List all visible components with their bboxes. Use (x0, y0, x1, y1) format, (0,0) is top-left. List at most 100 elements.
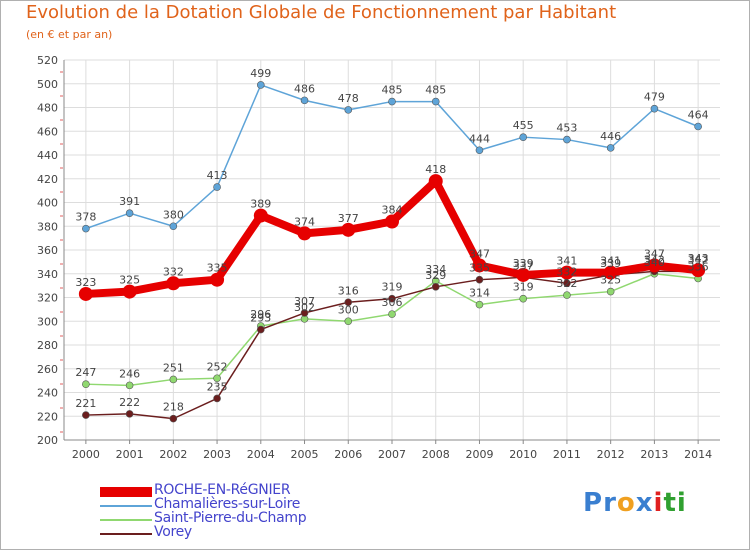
y-tick-label: 360 (37, 244, 58, 257)
data-label: 413 (207, 169, 228, 182)
data-label: 329 (425, 269, 446, 282)
data-point (213, 394, 221, 403)
legend-swatch (100, 505, 152, 507)
data-label: 221 (75, 397, 96, 410)
y-tick-label: 400 (37, 197, 58, 210)
data-label: 342 (644, 253, 665, 266)
data-point (428, 174, 443, 189)
data-label: 380 (163, 208, 184, 221)
data-point (169, 414, 178, 423)
series-chamali-res-sur-loire (82, 81, 702, 233)
data-label: 485 (425, 84, 446, 97)
data-point (125, 209, 134, 217)
data-label: 464 (688, 109, 709, 122)
y-tick-label: 520 (37, 54, 58, 67)
x-tick-label: 2006 (334, 448, 362, 461)
data-point (125, 410, 134, 418)
data-label: 485 (382, 84, 403, 97)
x-tick-label: 2004 (247, 448, 275, 461)
data-label: 343 (688, 252, 709, 265)
data-point (603, 265, 618, 280)
data-label: 341 (556, 255, 577, 268)
data-point (475, 275, 484, 284)
x-tick-label: 2013 (640, 448, 668, 461)
y-tick-label: 320 (37, 292, 58, 305)
data-label: 307 (294, 295, 315, 308)
legend-swatch (100, 487, 152, 497)
data-label: 247 (75, 366, 96, 379)
data-label: 336 (688, 261, 709, 274)
y-tick-label: 460 (37, 125, 58, 138)
data-label: 325 (119, 274, 140, 287)
legend-swatch (100, 519, 152, 521)
data-label: 499 (250, 67, 271, 80)
data-label: 252 (207, 360, 228, 373)
data-point (563, 279, 571, 288)
data-label: 335 (469, 262, 490, 275)
x-tick-label: 2011 (553, 448, 581, 461)
data-label: 319 (513, 281, 534, 294)
data-label: 455 (513, 119, 534, 132)
data-point (475, 146, 484, 155)
data-label: 296 (250, 308, 271, 321)
data-point (297, 226, 312, 241)
data-label: 302 (294, 301, 315, 314)
x-tick-label: 2010 (509, 448, 537, 461)
data-point (431, 283, 440, 291)
data-label: 251 (163, 361, 184, 374)
data-label: 374 (294, 215, 315, 228)
data-label: 340 (644, 256, 665, 269)
data-label: 479 (644, 91, 665, 104)
data-point (213, 183, 221, 191)
data-point (431, 97, 440, 106)
legend-label: Saint-Pierre-du-Champ (154, 510, 307, 526)
y-tick-label: 420 (37, 173, 58, 186)
data-point (82, 411, 90, 419)
data-label: 218 (163, 401, 184, 414)
data-label: 316 (338, 284, 359, 297)
x-tick-label: 2012 (597, 448, 625, 461)
chart-subtitle: (en € et par an) (26, 28, 113, 41)
data-label: 335 (207, 262, 228, 275)
legend-label: ROCHE-EN-RéGNIER (154, 482, 291, 498)
data-label: 341 (600, 255, 621, 268)
x-tick-label: 2005 (291, 448, 319, 461)
y-tick-label: 480 (37, 102, 58, 115)
data-point (253, 208, 268, 223)
data-label: 444 (469, 132, 490, 145)
data-label: 446 (600, 130, 621, 143)
data-label: 339 (513, 257, 534, 270)
x-tick-label: 2003 (203, 448, 231, 461)
data-point (210, 272, 225, 287)
data-label: 325 (600, 274, 621, 287)
x-tick-label: 2014 (684, 448, 712, 461)
data-label: 418 (425, 163, 446, 176)
legend-swatch (100, 533, 152, 535)
legend-label: Chamalières-sur-Loire (154, 496, 301, 512)
y-tick-label: 340 (37, 268, 58, 281)
data-point (78, 286, 93, 301)
data-point (694, 122, 702, 131)
data-label: 293 (250, 312, 271, 325)
data-point (388, 294, 396, 303)
data-label: 486 (294, 82, 315, 95)
data-label: 347 (644, 247, 665, 260)
data-point (344, 298, 353, 307)
x-tick-label: 2001 (116, 448, 144, 461)
data-point (166, 276, 181, 291)
data-point (122, 284, 137, 299)
x-tick-label: 2007 (378, 448, 406, 461)
data-label: 314 (469, 287, 490, 300)
data-label: 391 (119, 195, 140, 208)
data-point (519, 133, 528, 141)
data-point (256, 81, 265, 89)
data-label: 246 (119, 367, 140, 380)
data-point (213, 374, 221, 383)
data-point (344, 106, 353, 114)
data-label: 322 (556, 277, 577, 290)
y-tick-label: 200 (37, 434, 58, 447)
data-label: 300 (338, 303, 359, 316)
data-label: 389 (250, 198, 271, 211)
data-point (344, 317, 353, 326)
